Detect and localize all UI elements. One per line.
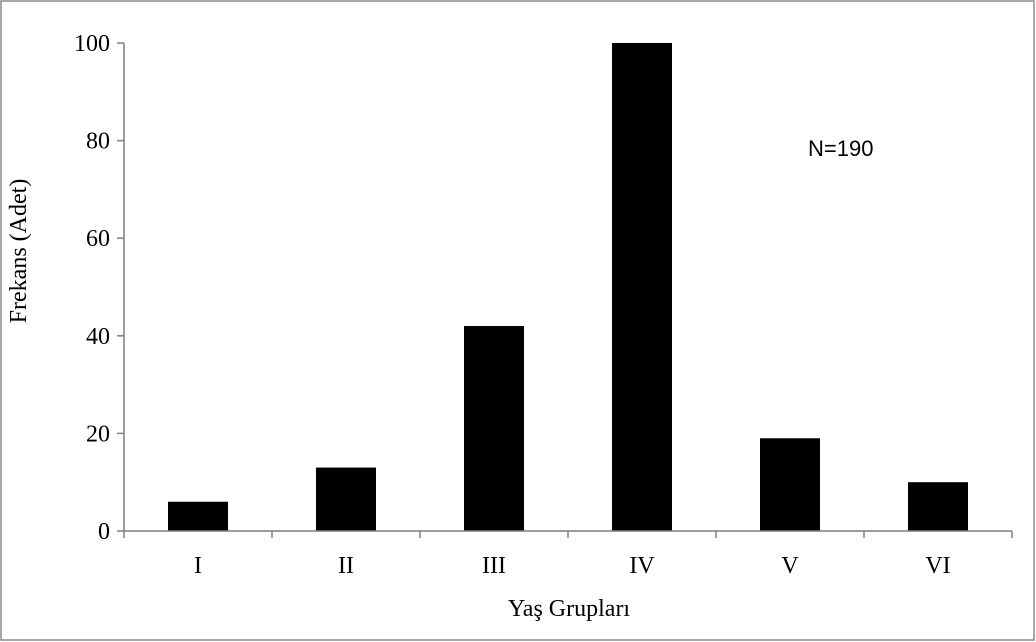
y-tick-label: 100 [74,31,110,57]
y-axis-label: Frekans (Adet) [6,179,32,324]
x-tick-label: I [194,553,202,579]
bars-group [168,43,968,531]
x-tick-label: III [482,553,506,579]
x-tick-label: II [338,553,354,579]
bar-IV [612,43,672,531]
y-axis-ticks: 0 20 40 60 80 100 [74,31,124,545]
n-annotation: N=190 [808,136,873,161]
bar-VI [908,482,968,531]
x-tick-label: IV [629,553,655,579]
y-tick-label: 40 [86,324,110,350]
y-tick-label: 0 [98,519,110,545]
bar-II [316,467,376,531]
bar-V [760,438,820,531]
x-axis-ticks: I II III IV V VI [123,531,1013,579]
x-tick-label: V [781,553,799,579]
y-tick-label: 20 [86,421,110,447]
bar-III [464,326,524,531]
x-tick-label: VI [925,553,950,579]
bar-I [168,501,228,531]
y-tick-label: 80 [86,129,110,155]
y-tick-label: 60 [86,226,110,252]
x-axis-label: Yaş Grupları [508,596,631,622]
